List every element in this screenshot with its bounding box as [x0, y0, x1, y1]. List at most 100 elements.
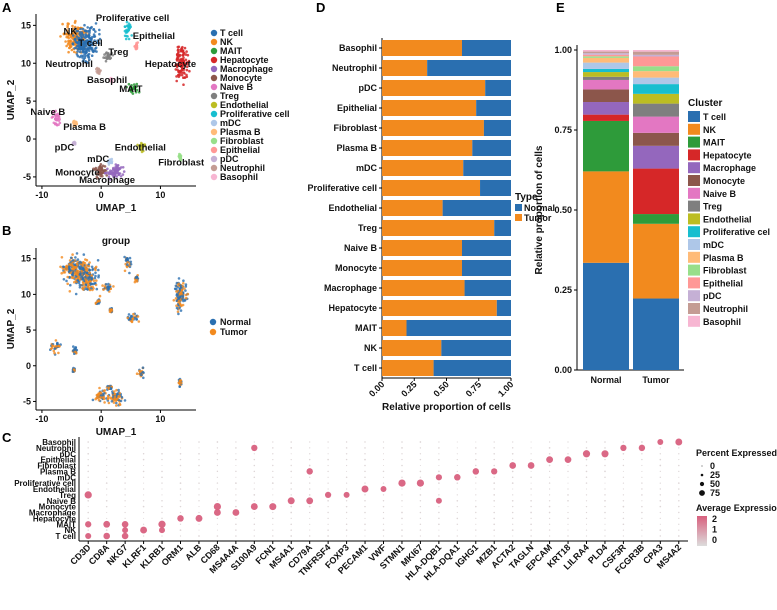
- point-normal: [179, 309, 183, 312]
- point-mait: [134, 90, 138, 94]
- row-label-monocyte: Monocyte: [39, 503, 77, 512]
- dot-plasma-b-hla-dqb1: [438, 470, 440, 473]
- point-hepatocyte: [181, 65, 184, 68]
- panel-b-umap-group: -10 0 10 -5 0 5 10 15 UMAP_1 UMAP_2 group NormalTum…: [6, 236, 251, 438]
- y-tick-label: 0: [26, 361, 31, 371]
- dot-pdc-hla-dqa1: [456, 453, 458, 455]
- point-nk: [73, 50, 76, 54]
- dot-endothelial-pecam1: [361, 485, 369, 493]
- point-nk: [68, 39, 72, 43]
- point-normal: [141, 366, 145, 370]
- dot-epithelial-stmn1: [401, 458, 403, 461]
- dot-pdc-klrb1: [161, 452, 163, 455]
- point-normal: [71, 259, 75, 262]
- dot-nk-csf3r: [622, 529, 625, 531]
- point-macrophage: [112, 171, 115, 175]
- dot-hepatocyte-orm1: [177, 515, 184, 522]
- legend-label-naive-b: Naive B: [703, 189, 737, 199]
- dot-neutrophil-krt18: [567, 447, 569, 449]
- point-normal: [175, 293, 179, 297]
- point-t-cell: [92, 50, 95, 54]
- legend-label-fibroblast: Fibroblast: [220, 136, 264, 146]
- dot-monocyte-alb: [198, 506, 200, 508]
- dot-endothelial-tagln: [530, 488, 532, 490]
- y-axis-title: Relative proportion of cells: [534, 145, 545, 274]
- dot-neutrophil-hla-dqb1: [438, 447, 440, 449]
- dot-nk-nkg7: [122, 527, 129, 534]
- point-tumor: [102, 288, 105, 291]
- dot-neutrophil-nkg7: [124, 447, 126, 449]
- point-normal: [123, 399, 127, 402]
- dot-plasma-b-s100a9: [253, 470, 256, 473]
- cluster-t-cell: [71, 22, 102, 64]
- point-naive-b: [52, 110, 56, 114]
- point-t-cell: [91, 42, 95, 46]
- point-tumor: [68, 259, 72, 262]
- legend-clusters: T cellNKMAITHepatocyteMacrophageMonocyte…: [210, 28, 290, 182]
- point-t-cell: [83, 23, 86, 27]
- row-label-fibroblast: Fibroblast: [37, 462, 76, 471]
- legend-label-basophil: Basophil: [703, 317, 741, 327]
- point-t-cell: [87, 35, 91, 38]
- dot-mdc-pecam1: [364, 476, 366, 479]
- dot-proliferative-cell-cd79a: [309, 482, 311, 484]
- point-treg: [102, 56, 105, 59]
- y-axis-title: UMAP_2: [6, 79, 17, 120]
- point-t-cell: [79, 48, 83, 51]
- y-tick-label-hepatocyte: Hepatocyte: [328, 303, 377, 313]
- point-tumor: [102, 389, 106, 393]
- point-tumor: [98, 386, 101, 390]
- point-fibroblast: [178, 157, 182, 161]
- cluster-label-nk: NK: [64, 26, 78, 37]
- dot-mait-alb: [198, 523, 200, 525]
- dot-plasma-b-ms4a2: [678, 470, 680, 473]
- x-tick-label-normal: Normal: [590, 375, 621, 385]
- dot-proliferative-cell-pld4: [604, 482, 606, 484]
- dot-nk-pecam1: [364, 529, 366, 531]
- dot-endothelial-foxp3: [346, 488, 348, 490]
- point-macrophage: [116, 164, 119, 167]
- dot-nk-alb: [198, 529, 200, 531]
- dot-basophil-lilra4: [585, 441, 588, 443]
- dot-nk-acta2: [511, 529, 514, 531]
- dot-monocyte-fcn1: [269, 503, 277, 511]
- panel-c-dotplot: BasophilNeutrophilpDCEpithelialFibroblas…: [14, 437, 777, 582]
- dot-monocyte-tagln: [530, 505, 532, 508]
- y-tick-label: 15: [21, 254, 31, 264]
- dot-pdc-vwf: [382, 453, 385, 455]
- legend-swatch-mdc: [210, 119, 218, 127]
- point-mait: [132, 83, 136, 86]
- dot-treg-alb: [198, 494, 200, 496]
- point-plasma-b: [73, 124, 77, 127]
- point-t-cell: [81, 50, 84, 54]
- point-tumor: [72, 267, 76, 271]
- cluster-label-epithelial: Epithelial: [133, 31, 175, 42]
- legend-size-label: 0: [710, 461, 715, 471]
- dot-fibroblast-alb: [198, 464, 200, 467]
- y-tick-label-t-cell: T cell: [354, 363, 377, 373]
- dot-proliferative-cell-hla-dqb1: [438, 482, 440, 484]
- point-mait: [127, 82, 131, 86]
- point-proliferative-cell: [125, 20, 129, 24]
- dot-treg-mki67: [419, 494, 422, 496]
- dot-treg-orm1: [179, 494, 182, 496]
- point-macrophage: [112, 175, 115, 179]
- cluster-monocyte: [92, 163, 108, 180]
- dot-nk-ighg1: [475, 529, 477, 531]
- point-normal: [67, 270, 71, 273]
- cluster-proliferative-cell: [123, 20, 133, 41]
- dot-pdc-ighg1: [475, 453, 477, 455]
- y-tick-label-naive-b: Naive B: [344, 243, 378, 253]
- point-hepatocyte: [180, 58, 184, 62]
- dot-naive-b-fcgr3b: [641, 500, 643, 502]
- legend-swatch-basophil: [688, 315, 700, 327]
- bar-segment-normal-proliferative-cell: [583, 68, 629, 73]
- point-normal: [175, 306, 179, 310]
- dot-treg-hla-dqa1: [456, 494, 458, 496]
- legend-size-dot: [701, 465, 703, 467]
- point-naive-b: [54, 113, 57, 117]
- bar-segment-tumor-naive-b: [633, 116, 679, 133]
- bar-tumor-t-cell: [382, 360, 434, 376]
- legend-size-label: 75: [710, 488, 720, 498]
